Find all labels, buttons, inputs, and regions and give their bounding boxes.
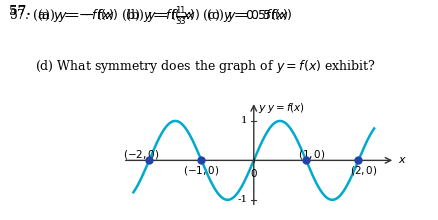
Text: $(-1, 0)$: $(-1, 0)$ xyxy=(183,164,219,177)
Text: $(2, 0)$: $(2, 0)$ xyxy=(349,164,377,177)
Text: $0$: $0$ xyxy=(249,167,257,180)
Text: 57. (a) $y = -f(x)$  (b) $y = f(\frac{1}{3}x)$  (c) $y = 0.5f(x)$: 57. (a) $y = -f(x)$ (b) $y = f(\frac{1}{… xyxy=(9,5,287,27)
Text: $y$: $y$ xyxy=(258,103,266,115)
Text: -1: -1 xyxy=(237,195,247,204)
Text: $(1, 0)$: $(1, 0)$ xyxy=(297,148,325,161)
Text: $x$: $x$ xyxy=(397,155,406,165)
Text: $y = f(x)$: $y = f(x)$ xyxy=(266,101,304,115)
Text: 1: 1 xyxy=(240,116,247,125)
Text: $(-2, 0)$: $(-2, 0)$ xyxy=(123,148,159,161)
Text: (a) $y = -f(x)$  (b) $y = f(\frac{1}{3}x)$  (c) $y = 0.5f(x)$: (a) $y = -f(x)$ (b) $y = f(\frac{1}{3}x)… xyxy=(37,5,292,27)
Text: 57.: 57. xyxy=(9,5,31,18)
Text: (d) What symmetry does the graph of $y = f(x)$ exhibit?: (d) What symmetry does the graph of $y =… xyxy=(35,58,375,75)
